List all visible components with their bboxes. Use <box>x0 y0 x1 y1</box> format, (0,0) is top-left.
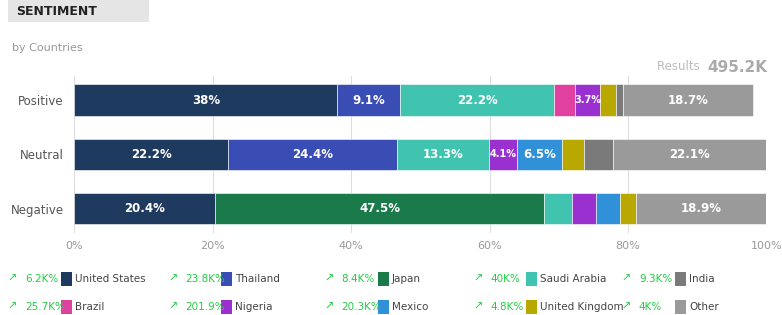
Text: 22.1%: 22.1% <box>669 148 710 161</box>
Bar <box>575 84 601 116</box>
Bar <box>620 193 636 224</box>
Text: 18.9%: 18.9% <box>680 202 722 215</box>
Text: ↗: ↗ <box>473 302 482 312</box>
Text: Saudi Arabia: Saudi Arabia <box>540 274 607 284</box>
Bar <box>74 84 337 116</box>
Bar <box>337 84 400 116</box>
Bar <box>517 139 562 170</box>
Text: 9.3K%: 9.3K% <box>639 274 673 284</box>
Text: 4K%: 4K% <box>639 302 662 312</box>
Bar <box>216 193 544 224</box>
Bar <box>616 84 623 116</box>
Text: 25.7K%: 25.7K% <box>25 302 65 312</box>
Text: ↗: ↗ <box>168 302 178 312</box>
Text: 24.4%: 24.4% <box>292 148 333 161</box>
Text: Results: Results <box>657 60 703 73</box>
Text: United Kingdom: United Kingdom <box>540 302 624 312</box>
Text: 3.7%: 3.7% <box>574 95 601 105</box>
Text: 38%: 38% <box>192 94 220 106</box>
Bar <box>489 139 517 170</box>
Text: ↗: ↗ <box>325 302 334 312</box>
Text: 18.7%: 18.7% <box>667 94 708 106</box>
Text: ↗: ↗ <box>168 274 178 284</box>
Bar <box>74 139 228 170</box>
Text: India: India <box>689 274 715 284</box>
Text: Thailand: Thailand <box>235 274 280 284</box>
Text: 22.2%: 22.2% <box>131 148 171 161</box>
Bar <box>562 139 583 170</box>
Bar <box>74 193 216 224</box>
Text: 47.5%: 47.5% <box>360 202 400 215</box>
Bar <box>572 193 596 224</box>
Text: 6.5%: 6.5% <box>523 148 556 161</box>
Text: Mexico: Mexico <box>392 302 429 312</box>
Bar <box>396 139 489 170</box>
Bar <box>636 193 766 224</box>
Text: 20.4%: 20.4% <box>124 202 165 215</box>
Bar <box>596 193 620 224</box>
Bar <box>601 84 616 116</box>
Text: SENTIMENT: SENTIMENT <box>16 4 97 18</box>
Text: 495.2K: 495.2K <box>708 60 768 75</box>
Text: Nigeria: Nigeria <box>235 302 273 312</box>
Bar <box>400 84 554 116</box>
Bar <box>623 84 752 116</box>
Text: 6.2K%: 6.2K% <box>25 274 59 284</box>
Text: ↗: ↗ <box>8 274 17 284</box>
Text: Other: Other <box>689 302 719 312</box>
Text: ↗: ↗ <box>622 274 631 284</box>
Text: ↗: ↗ <box>473 274 482 284</box>
Text: 23.8K%: 23.8K% <box>185 274 225 284</box>
Text: 201.9%: 201.9% <box>185 302 225 312</box>
Bar <box>613 139 766 170</box>
Text: ↗: ↗ <box>8 302 17 312</box>
Bar <box>544 193 572 224</box>
Text: Japan: Japan <box>392 274 421 284</box>
Text: Brazil: Brazil <box>75 302 105 312</box>
Text: by Countries: by Countries <box>12 43 82 53</box>
Text: 4.8K%: 4.8K% <box>490 302 524 312</box>
Bar <box>583 139 613 170</box>
Text: 13.3%: 13.3% <box>422 148 463 161</box>
Text: United States: United States <box>75 274 145 284</box>
Text: 4.1%: 4.1% <box>490 149 517 159</box>
Text: 20.3K%: 20.3K% <box>342 302 382 312</box>
Text: 9.1%: 9.1% <box>353 94 386 106</box>
Text: ↗: ↗ <box>622 302 631 312</box>
Bar <box>554 84 575 116</box>
Text: ↗: ↗ <box>325 274 334 284</box>
Text: 8.4K%: 8.4K% <box>342 274 375 284</box>
Text: 22.2%: 22.2% <box>457 94 497 106</box>
Text: 40K%: 40K% <box>490 274 520 284</box>
Bar <box>228 139 396 170</box>
